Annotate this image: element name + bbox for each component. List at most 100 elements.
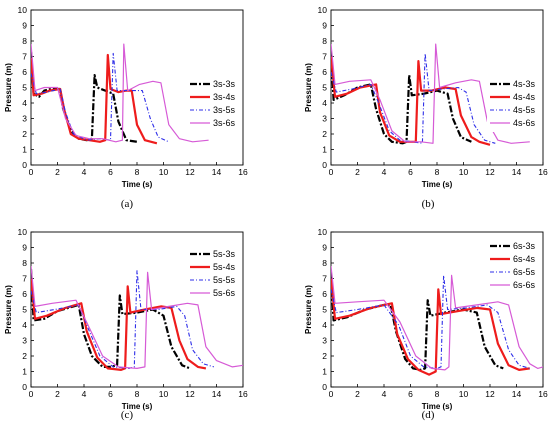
y-tick-label: 8 (322, 258, 327, 268)
legend-entry: 3s-3s (213, 79, 236, 89)
y-tick-label: 2 (22, 351, 27, 361)
panel-label: (d) (422, 409, 435, 421)
legend: 6s-3s 6s-4s 6s-5s 6s-6s (487, 239, 541, 294)
series-line-4s-3s (331, 54, 472, 145)
y-tick-label: 0 (22, 382, 27, 392)
y-tick-label: 0 (322, 160, 327, 170)
y-axis-title: Pressure (m) (304, 285, 313, 334)
x-tick-label: 14 (512, 167, 522, 177)
y-axis-title: Pressure (m) (4, 63, 13, 112)
x-tick-label: 16 (238, 167, 248, 177)
x-tick-label: 8 (135, 389, 140, 399)
y-tick-label: 10 (318, 227, 328, 237)
y-tick-label: 9 (22, 243, 27, 253)
legend-entry: 4s-4s (513, 92, 536, 102)
legend-entry: 4s-5s (513, 105, 536, 115)
y-tick-label: 0 (22, 160, 27, 170)
x-tick-label: 6 (108, 167, 113, 177)
x-axis-title: Time (s) (122, 180, 153, 189)
y-tick-label: 7 (22, 52, 27, 62)
x-axis-title: Time (s) (422, 402, 453, 411)
y-tick-label: 9 (322, 21, 327, 31)
x-tick-label: 2 (55, 167, 60, 177)
x-tick-label: 0 (29, 167, 34, 177)
x-tick-label: 2 (355, 389, 360, 399)
x-tick-label: 4 (382, 167, 387, 177)
legend-entry: 3s-6s (213, 118, 236, 128)
x-tick-label: 0 (329, 389, 334, 399)
y-tick-label: 6 (22, 289, 27, 299)
y-tick-label: 3 (322, 336, 327, 346)
y-tick-label: 9 (322, 243, 327, 253)
x-tick-label: 6 (408, 389, 413, 399)
x-tick-label: 10 (159, 167, 169, 177)
x-tick-label: 16 (538, 389, 548, 399)
y-tick-label: 4 (322, 320, 327, 330)
series-line-3s-4s (31, 53, 158, 145)
y-tick-label: 7 (322, 274, 327, 284)
legend-entry: 4s-3s (513, 79, 536, 89)
legend-entry: 3s-5s (213, 105, 236, 115)
series-line-6s-4s (331, 278, 530, 376)
y-tick-label: 5 (22, 83, 27, 93)
panel-label: (b) (422, 198, 435, 210)
x-tick-label: 16 (238, 389, 248, 399)
y-tick-label: 6 (322, 67, 327, 77)
x-tick-label: 10 (159, 389, 169, 399)
panel-label: (a) (121, 198, 134, 210)
legend-entry: 6s-3s (513, 241, 536, 251)
y-axis-title: Pressure (m) (4, 285, 13, 334)
x-tick-label: 10 (459, 167, 469, 177)
y-tick-label: 3 (22, 114, 27, 124)
legend-entry: 5s-4s (213, 262, 236, 272)
y-axis-title: Pressure (m) (304, 63, 313, 112)
x-tick-label: 4 (82, 389, 87, 399)
y-tick-label: 10 (18, 5, 28, 15)
x-tick-label: 12 (185, 389, 195, 399)
y-tick-label: 8 (22, 36, 27, 46)
series-line-6s-3s (331, 276, 504, 371)
y-tick-label: 4 (322, 98, 327, 108)
y-tick-label: 6 (22, 67, 27, 77)
x-tick-label: 8 (135, 167, 140, 177)
x-tick-label: 4 (82, 167, 87, 177)
series-line-4s-5s (331, 52, 496, 144)
x-tick-label: 14 (212, 389, 222, 399)
series-line-5s-6s (31, 266, 243, 369)
series-line-5s-5s (31, 270, 215, 369)
y-tick-label: 5 (322, 83, 327, 93)
series-line-3s-6s (31, 43, 209, 143)
x-tick-label: 12 (485, 167, 495, 177)
legend-entry: 4s-6s (513, 118, 536, 128)
x-tick-label: 8 (435, 389, 440, 399)
x-tick-label: 12 (185, 167, 195, 177)
series-line-6s-6s (331, 266, 543, 371)
y-tick-label: 2 (22, 129, 27, 139)
y-tick-label: 0 (322, 382, 327, 392)
x-tick-label: 8 (435, 167, 440, 177)
x-tick-label: 2 (355, 167, 360, 177)
series-line-5s-3s (31, 269, 191, 370)
y-tick-label: 5 (322, 305, 327, 315)
x-tick-label: 2 (55, 389, 60, 399)
y-tick-label: 10 (18, 227, 28, 237)
y-tick-label: 1 (22, 145, 27, 155)
y-tick-label: 1 (322, 367, 327, 377)
panel-label: (c) (121, 409, 134, 421)
legend-entry: 6s-6s (513, 280, 536, 290)
x-tick-label: 6 (108, 389, 113, 399)
y-tick-label: 5 (22, 305, 27, 315)
x-tick-label: 4 (382, 389, 387, 399)
y-tick-label: 10 (318, 5, 328, 15)
legend-entry: 5s-5s (213, 275, 236, 285)
y-tick-label: 2 (322, 351, 327, 361)
x-axis-title: Time (s) (422, 180, 453, 189)
legend: 3s-3s 3s-4s 3s-5s 3s-6s (187, 77, 241, 132)
series-line-3s-3s (31, 51, 138, 143)
legend-entry: 6s-4s (513, 254, 536, 264)
legend-entry: 5s-6s (213, 288, 236, 298)
